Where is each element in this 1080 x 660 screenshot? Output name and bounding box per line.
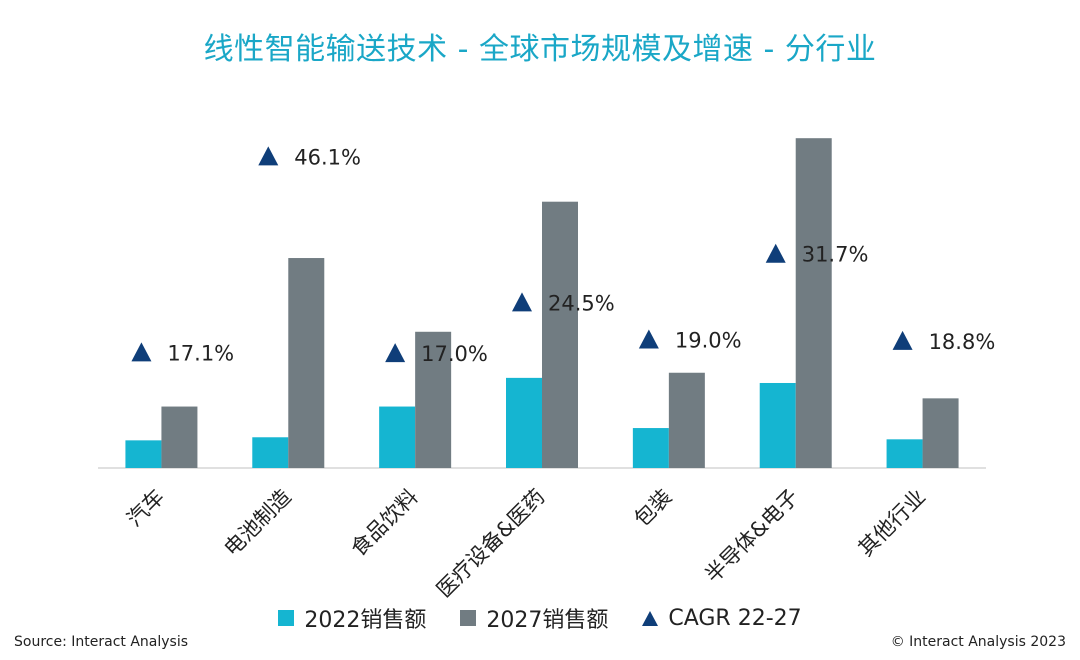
legend-label-2022: 2022销售额 xyxy=(304,608,427,633)
category-label-1: 电池制造 xyxy=(219,485,295,561)
category-label-4: 包装 xyxy=(630,485,677,532)
category-label-5: 半导体&电子 xyxy=(700,485,803,588)
legend-item-2022: 2022销售额 xyxy=(278,602,426,634)
bar-2027-4 xyxy=(668,372,705,468)
cagr-label-0: 17.1% xyxy=(167,341,234,365)
legend-item-cagr: CAGR 22-27 xyxy=(642,605,802,631)
bar-2027-3 xyxy=(542,201,578,469)
category-label-0: 汽车 xyxy=(122,485,169,532)
cagr-label-6: 18.8% xyxy=(929,330,996,354)
legend-swatch-2027 xyxy=(460,610,477,626)
source-note: Source: Interact Analysis xyxy=(14,634,189,650)
legend: 2022销售额 2027销售额 CAGR 22-27 xyxy=(0,602,1080,634)
cagr-marker-0 xyxy=(131,342,152,362)
bar-2022-6 xyxy=(886,439,923,468)
legend-label-cagr: CAGR 22-27 xyxy=(668,605,802,631)
copyright-note: © Interact Analysis 2023 xyxy=(890,634,1066,650)
bar-2027-6 xyxy=(922,398,959,468)
bar-2027-5 xyxy=(795,138,832,468)
cagr-label-2: 17.0% xyxy=(421,342,488,366)
category-label-6: 其他行业 xyxy=(854,485,930,561)
cagr-label-1: 46.1% xyxy=(294,145,361,169)
bar-2022-4 xyxy=(632,428,669,468)
legend-swatch-2022 xyxy=(278,610,295,626)
bar-2027-0 xyxy=(161,406,198,468)
triangle-icon xyxy=(642,610,659,626)
bar-2027-1 xyxy=(288,258,325,468)
legend-label-2027: 2027销售额 xyxy=(486,608,609,633)
cagr-marker-2 xyxy=(385,343,406,363)
cagr-label-4: 19.0% xyxy=(675,329,742,353)
bar-2022-1 xyxy=(252,437,289,468)
legend-item-2027: 2027销售额 xyxy=(460,602,608,634)
category-label-2: 食品饮料 xyxy=(346,485,422,561)
bar-2027-2 xyxy=(415,331,452,468)
chart-title: 线性智能输送技术 - 全球市场规模及增速 - 分行业 xyxy=(203,32,877,67)
bar-2022-2 xyxy=(379,406,416,468)
bar-2022-3 xyxy=(506,377,542,468)
cagr-marker-1 xyxy=(258,146,279,166)
bar-2022-5 xyxy=(759,382,796,468)
cagr-label-5: 31.7% xyxy=(802,243,869,267)
cagr-marker-3 xyxy=(512,292,532,312)
cagr-marker-6 xyxy=(892,330,913,350)
bar-2022-0 xyxy=(125,440,162,468)
cagr-marker-4 xyxy=(638,329,659,349)
cagr-label-3: 24.5% xyxy=(548,291,615,315)
category-label-3: 医疗设备&医药 xyxy=(432,485,550,600)
chart-area: 17.1% 汽车 46.1% 电池制造 17.0% 食品饮料 24.5% 医疗设备&医药 19.… xyxy=(98,138,996,600)
cagr-marker-5 xyxy=(765,243,786,263)
